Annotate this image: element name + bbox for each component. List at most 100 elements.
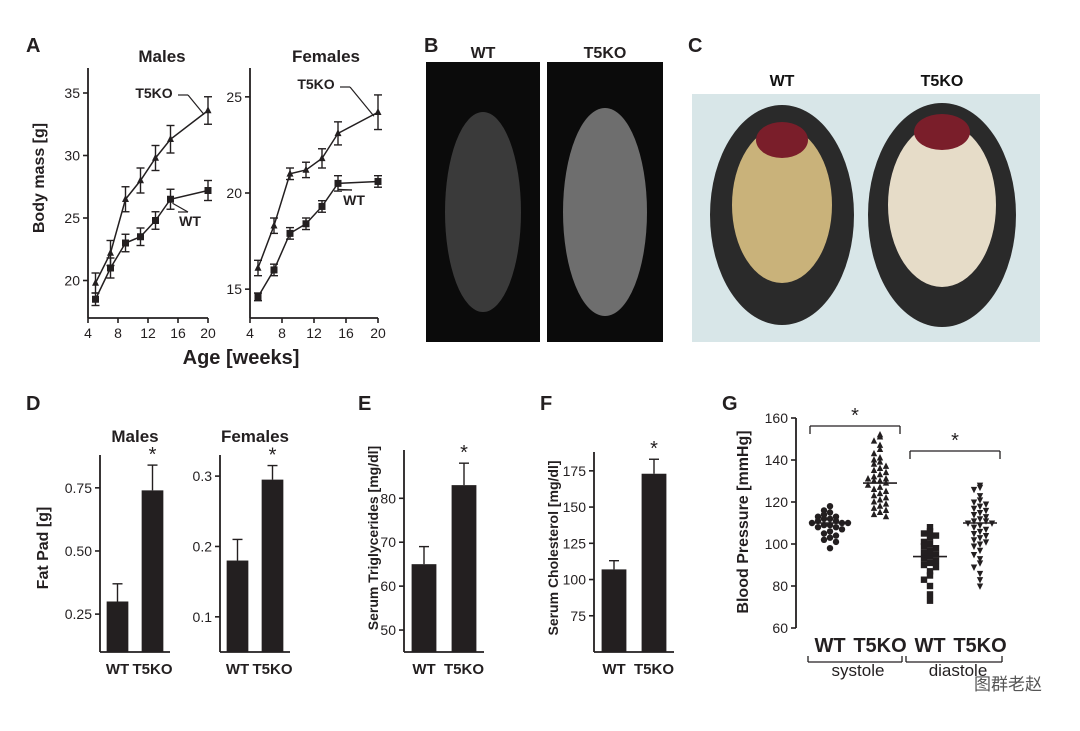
A_males-point-t5ko	[167, 135, 174, 143]
A_males-x-tick-label: 16	[170, 325, 186, 341]
viscera-wt	[732, 127, 832, 283]
panel-a-y-axis-label: Body mass [g]	[31, 123, 48, 233]
G-point-systole-wt	[820, 530, 828, 537]
G-point-diastole-t5ko	[976, 547, 984, 555]
D_males-y-tick-label: 0.25	[65, 606, 92, 622]
G-point-diastole-t5ko	[970, 512, 978, 519]
G-point-diastole-wt	[920, 549, 928, 556]
G-point-diastole-t5ko	[982, 539, 990, 546]
G-point-systole-t5ko	[876, 496, 884, 503]
D_females-y-tick-label: 0.1	[193, 609, 213, 625]
G-point-diastole-t5ko	[982, 518, 990, 525]
A_females-point-wt	[302, 220, 310, 228]
G-point-systole-t5ko	[876, 464, 884, 471]
A_females-x-tick-label: 4	[246, 325, 254, 341]
G-point-diastole-t5ko	[970, 551, 978, 559]
G-point-systole-wt	[820, 515, 828, 522]
G-significance-star: *	[851, 405, 859, 427]
mri-body-t5ko	[563, 108, 647, 316]
A_males-series-line-t5ko	[94, 109, 209, 284]
A_females-point-t5ko	[334, 129, 342, 137]
D_females-bar-t5ko	[261, 479, 284, 652]
panel-a-x-axis-label: Age [weeks]	[183, 347, 300, 369]
E-category-label-t5ko: T5KO	[444, 661, 484, 678]
G-point-systole-t5ko	[882, 506, 890, 513]
G-point-diastole-wt	[920, 555, 928, 562]
G-category-label-1: T5KO	[853, 635, 906, 657]
G-point-systole-wt	[832, 524, 840, 531]
G-point-diastole-wt	[932, 532, 940, 539]
G-point-systole-t5ko	[870, 491, 878, 499]
G-point-systole-t5ko	[882, 493, 890, 501]
F-bar-t5ko	[641, 473, 667, 652]
panel-letter-b: B	[424, 35, 438, 57]
mri-body-wt	[445, 112, 521, 312]
G-y-tick-label: 60	[772, 620, 788, 636]
panel-d-males-title: Males	[111, 427, 158, 446]
F-y-tick-label: 75	[570, 608, 586, 624]
E-y-tick-label: 80	[380, 490, 396, 506]
G-point-diastole-t5ko	[976, 541, 984, 548]
G-point-systole-t5ko	[870, 472, 878, 480]
liver-wt	[756, 122, 808, 158]
panel-letter-g: G	[722, 393, 738, 415]
G-point-systole-t5ko	[870, 504, 878, 511]
G-point-diastole-wt	[926, 597, 934, 604]
G-point-systole-t5ko	[876, 477, 884, 484]
G-significance-star: *	[951, 430, 959, 452]
G-point-systole-t5ko	[864, 475, 872, 482]
G-point-diastole-wt	[926, 547, 934, 554]
viscera-t5ko	[888, 123, 996, 287]
G-point-systole-t5ko	[882, 487, 890, 495]
E-y-tick-label: 70	[380, 534, 396, 550]
G-point-systole-t5ko	[876, 433, 884, 440]
G-point-diastole-wt	[920, 538, 928, 546]
D_females-category-label-wt: WT	[226, 661, 249, 678]
F-bar-wt	[601, 569, 627, 652]
G-point-systole-wt	[826, 534, 834, 541]
G-point-systole-t5ko	[870, 466, 878, 474]
F-category-label-t5ko: T5KO	[634, 661, 674, 678]
A_males-point-t5ko	[137, 176, 144, 184]
G-point-systole-t5ko	[876, 445, 884, 453]
G-point-systole-t5ko	[882, 512, 890, 520]
panel-d-y-axis-label: Fat Pad [g]	[35, 507, 52, 590]
D_males-significance-star: *	[149, 444, 157, 466]
G-point-diastole-t5ko	[970, 524, 978, 532]
G-point-diastole-t5ko	[976, 556, 984, 563]
G-point-diastole-wt	[932, 563, 940, 571]
A_females-point-t5ko	[374, 108, 382, 116]
G-point-systole-wt	[826, 509, 834, 516]
G-point-systole-t5ko	[870, 449, 878, 457]
A_females-y-tick-label: 20	[226, 185, 242, 201]
G-point-diastole-wt	[926, 534, 934, 541]
G-point-systole-t5ko	[876, 458, 884, 465]
G-point-diastole-t5ko	[976, 509, 984, 517]
E-y-tick-label: 50	[380, 622, 396, 638]
photo-label-wt: WT	[770, 73, 795, 90]
watermark: 图群老赵	[974, 675, 1042, 694]
G-point-diastole-t5ko	[976, 583, 984, 590]
G-point-diastole-wt	[920, 530, 928, 537]
F-y-tick-label: 175	[563, 463, 587, 479]
A_males-y-tick-label: 25	[64, 210, 80, 226]
A_males-point-wt	[107, 264, 114, 272]
A_males-point-t5ko	[204, 106, 212, 114]
G-point-systole-wt	[826, 528, 834, 535]
G-point-diastole-wt	[920, 576, 928, 583]
G-point-systole-wt	[814, 524, 822, 531]
E-y-tick-label: 60	[380, 578, 396, 594]
G-point-diastole-t5ko	[982, 514, 990, 521]
mri-label-wt: WT	[471, 45, 496, 62]
panel-e-y-axis-label: Serum Triglycerides [mg/dl]	[365, 446, 381, 630]
panel-letter-c: C	[688, 35, 702, 57]
D_males-y-tick-label: 0.75	[65, 480, 92, 496]
G-point-diastole-wt	[926, 524, 934, 531]
G-point-diastole-t5ko	[970, 564, 978, 571]
G-point-diastole-wt	[920, 542, 928, 550]
D_males-y-tick-label: 0.50	[65, 543, 92, 559]
panel-g-group-systole: systole	[832, 661, 885, 680]
A_males-point-wt	[167, 195, 174, 203]
G-point-diastole-wt	[926, 528, 934, 535]
A_females-point-t5ko	[270, 221, 278, 229]
